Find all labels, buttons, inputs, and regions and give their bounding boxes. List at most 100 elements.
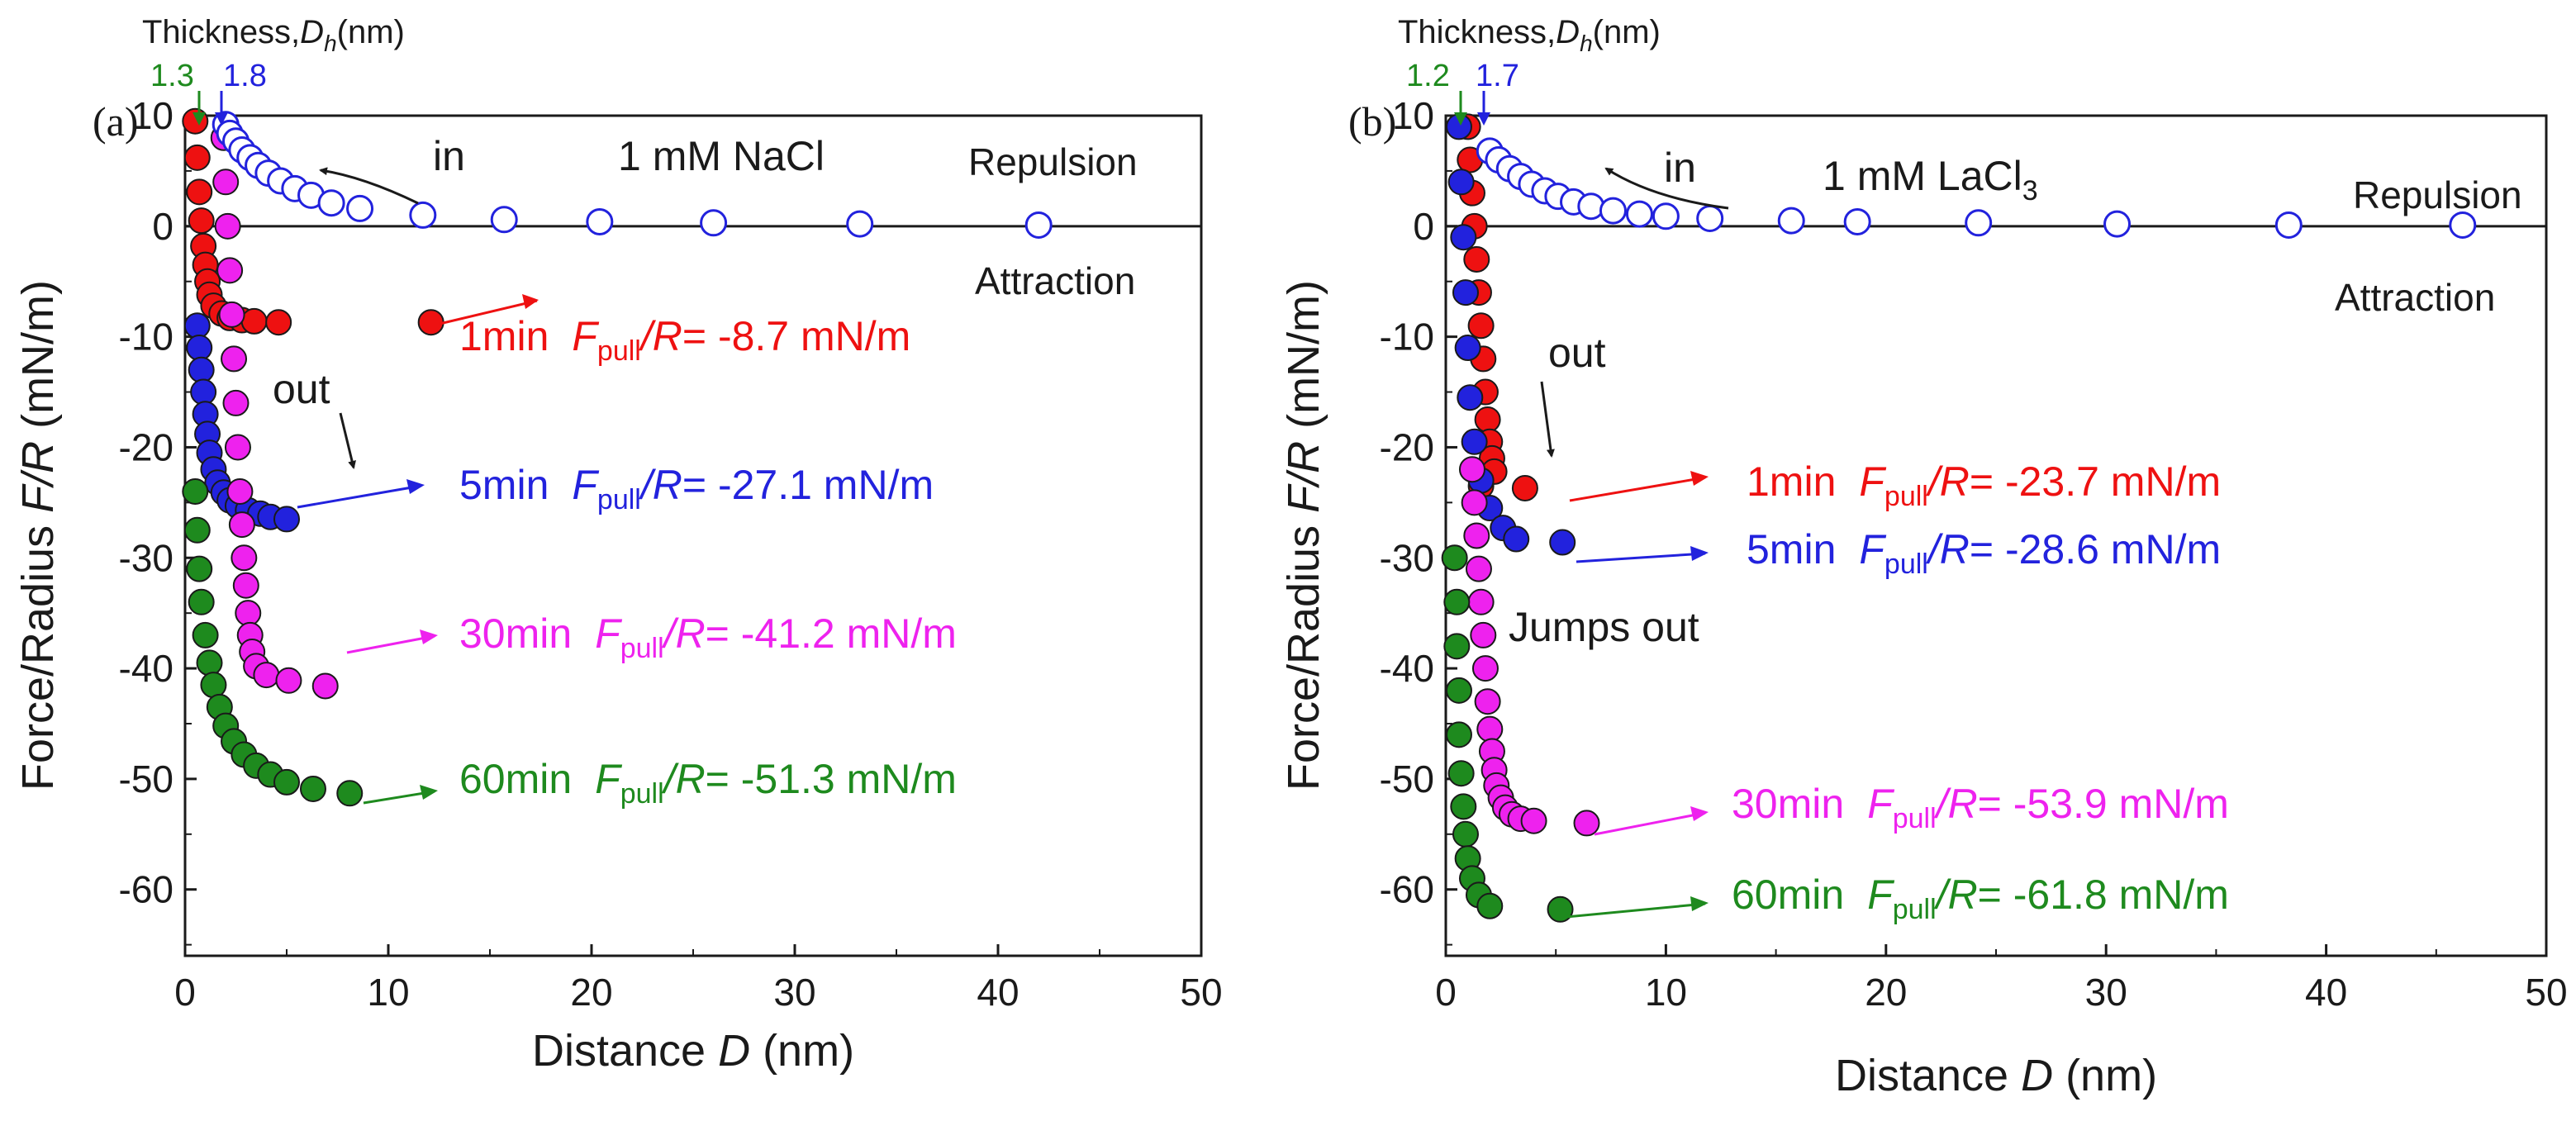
pull-arrow-30min-b (1594, 811, 1706, 836)
pull-5min-b: 5min Fpull/R= -28.6 mN/m (1747, 526, 2221, 580)
pull-arrowhead-5min-b (1690, 546, 1709, 561)
point-a-in-15 (700, 209, 728, 237)
pull-5min-a: 5min Fpull/R= -27.1 mN/m (459, 462, 934, 515)
thickness-title-b: Thickness,Dh(nm) (1398, 14, 1661, 56)
point-b-1min-14 (1511, 474, 1538, 501)
point-a-1min-12 (240, 307, 268, 335)
point-a-60min-4 (192, 621, 219, 648)
out-arrow-a (339, 412, 356, 469)
point-a-30min-17 (275, 667, 302, 694)
points-a (182, 107, 1053, 807)
point-a-in-10 (317, 189, 345, 217)
point-a-in-12 (409, 201, 437, 229)
point-a-in-13 (490, 206, 518, 234)
point-b-in-14 (1843, 207, 1871, 235)
point-b-5min-4 (1454, 335, 1481, 362)
point-a-30min-12 (235, 600, 262, 627)
pull-arrowhead-1min-b (1690, 471, 1709, 486)
in-label-a: in (433, 133, 465, 179)
panel-b: 0 10 20 30 40 50 10 0 -10 -20 -30 -40 -50 -60 (b) Thi… (1279, 14, 2568, 1100)
point-a-60min-1 (183, 516, 211, 544)
pull-30min-b: 30min Fpull/R= -53.9 mN/m (1732, 781, 2229, 834)
plot-frame-a (183, 114, 1203, 957)
point-b-5min-5 (1457, 384, 1484, 411)
point-a-30min-9 (228, 511, 255, 539)
y-tick-label-b-0: 10 (1392, 94, 1434, 137)
condition-label-a: 1 mM NaCl (618, 133, 825, 179)
point-b-60min-5 (1447, 760, 1475, 787)
point-b-60min-7 (1452, 820, 1479, 848)
x-tick-label-a-3: 30 (773, 971, 815, 1014)
point-a-30min-10 (231, 544, 258, 572)
point-a-1min-2 (186, 178, 213, 206)
point-b-5min-3 (1452, 279, 1479, 306)
y-tick-label-b-2: -10 (1380, 316, 1434, 359)
panel-label-a: (a) (93, 98, 139, 145)
x-tick-label-b-1: 10 (1645, 971, 1687, 1014)
point-b-30min-0 (1458, 456, 1485, 483)
point-b-1min-4 (1463, 245, 1490, 273)
x-tick-label-b-0: 0 (1435, 971, 1457, 1014)
y-tick-label-b-4: -30 (1380, 536, 1434, 579)
y-tick-label-a-5: -40 (119, 647, 173, 690)
point-b-30min-5 (1470, 621, 1497, 648)
point-a-30min-8 (226, 477, 254, 505)
attraction-label-b: Attraction (2335, 276, 2495, 319)
point-a-30min-16 (253, 662, 280, 689)
y-axis-title-a: Force/Radius F/R (mN/m) (13, 280, 63, 791)
pull-1min-b: 1min Fpull/R= -23.7 mN/m (1747, 458, 2221, 512)
x-tick-label-a-0: 0 (174, 971, 196, 1014)
x-tick-label-a-2: 20 (570, 971, 612, 1014)
pull-arrow-60min-b (1566, 902, 1706, 919)
point-b-5min-11 (1549, 529, 1576, 556)
point-a-30min-6 (222, 389, 250, 416)
y-tick-label-b-6: -50 (1380, 758, 1434, 800)
thickness-value-blue-b: 1.7 (1476, 59, 1519, 93)
point-b-30min-8 (1476, 715, 1504, 743)
points-b (1441, 113, 2477, 923)
y-tick-label-b-1: 0 (1413, 205, 1434, 248)
ticks-a: 0 10 20 30 40 50 10 0 -10 -20 -30 -40 -50 -60 (119, 94, 1223, 1014)
panel-label-b: (b) (1348, 98, 1396, 145)
y-tick-label-b-3: -20 (1380, 425, 1434, 468)
y-axis-title-b: Force/Radius F/R (mN/m) (1279, 280, 1328, 791)
point-b-5min-10 (1503, 525, 1530, 553)
point-a-1min-13 (265, 309, 292, 336)
pull-1min-a: 1min Fpull/R= -8.7 mN/m (459, 313, 910, 367)
y-tick-label-b-7: -60 (1380, 868, 1434, 911)
point-a-1min-14 (417, 309, 444, 336)
point-a-60min-14 (299, 775, 326, 802)
y-tick-label-a-7: -60 (119, 868, 173, 911)
point-b-30min-3 (1465, 555, 1492, 582)
point-a-30min-18 (311, 672, 339, 700)
pull-arrowhead-60min-a (420, 785, 438, 800)
pull-60min-b: 60min Fpull/R= -61.8 mN/m (1732, 872, 2229, 925)
point-a-5min-15 (273, 506, 300, 533)
point-b-30min-1 (1461, 489, 1488, 516)
x-tick-label-b-5: 50 (2525, 971, 2567, 1014)
point-b-in-8 (1577, 192, 1605, 221)
y-tick-label-a-0: 10 (131, 94, 173, 137)
point-b-60min-1 (1443, 588, 1471, 615)
point-a-60min-15 (336, 780, 364, 807)
point-b-1min-6 (1467, 312, 1495, 340)
thickness-arrowhead-green-b (1454, 112, 1467, 126)
point-a-30min-5 (221, 345, 248, 373)
pull-arrowhead-30min-a (420, 629, 438, 644)
thickness-arrowhead-blue-a (215, 112, 228, 126)
thickness-title-a: Thickness,Dh(nm) (142, 14, 405, 56)
point-b-in-13 (1777, 207, 1805, 235)
point-b-in-17 (2274, 211, 2303, 239)
repulsion-label-b: Repulsion (2353, 173, 2522, 216)
jumps-out-label-b: Jumps out (1509, 604, 1699, 650)
point-a-60min-13 (273, 768, 300, 796)
y-tick-label-a-3: -20 (119, 425, 173, 468)
x-axis-title-b: Distance D (nm) (1835, 1051, 2157, 1100)
out-label-b: out (1548, 330, 1606, 376)
pull-arrow-5min-b (1576, 552, 1706, 563)
pull-60min-a: 60min Fpull/R= -51.3 mN/m (459, 756, 957, 810)
point-b-30min-16 (1520, 807, 1547, 834)
point-b-60min-3 (1445, 677, 1472, 704)
thickness-value-green-a: 1.3 (150, 59, 194, 93)
y-tick-label-a-6: -50 (119, 758, 173, 800)
